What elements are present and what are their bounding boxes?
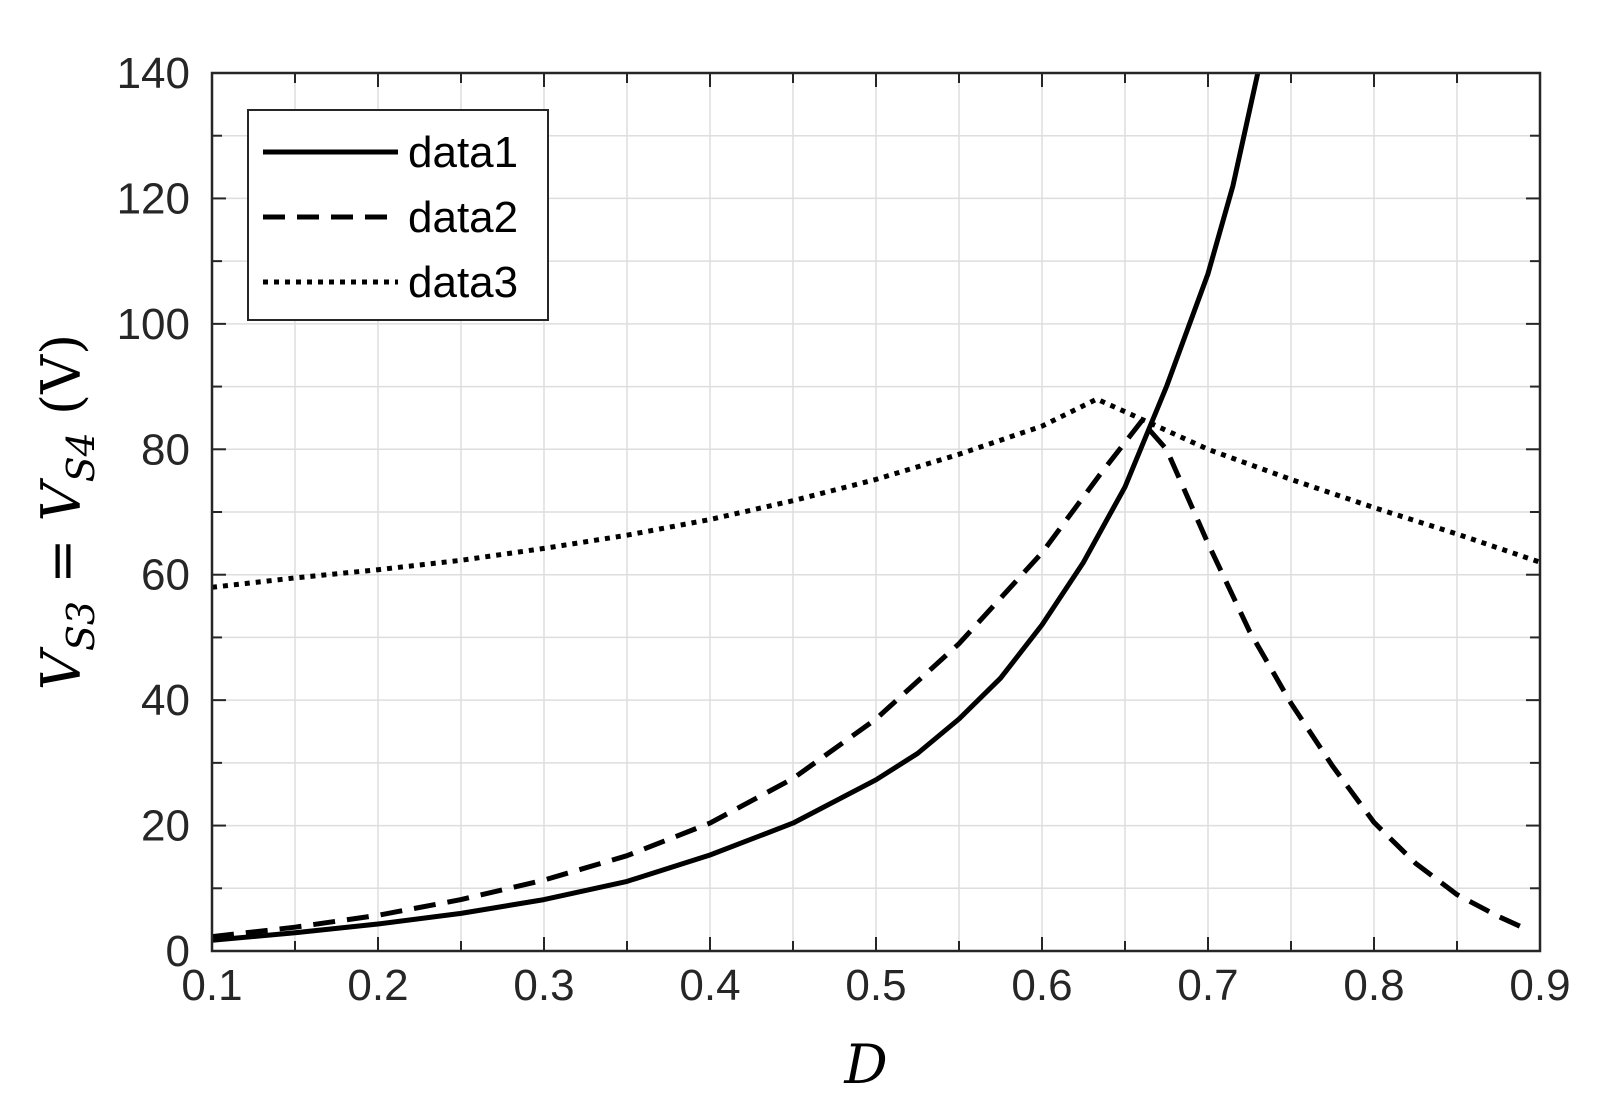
legend-label-data3: data3 [408, 258, 518, 307]
y-tick-label: 80 [141, 425, 190, 474]
legend: data1 data2 data3 [247, 109, 549, 321]
y-tick-label: 20 [141, 802, 190, 851]
series-line-data2 [212, 418, 1525, 940]
y-tick-label: 140 [117, 49, 190, 98]
x-tick-label: 0.8 [1343, 961, 1404, 1010]
series-line-data1 [212, 73, 1261, 943]
x-tick-label: 0.7 [1177, 961, 1238, 1010]
y-axis-title: VS3 = VS4 (V) [30, 334, 103, 690]
x-tick-label: 0.9 [1509, 961, 1570, 1010]
y-tick-label: 60 [141, 551, 190, 600]
x-axis-title: D [843, 1033, 887, 1096]
x-tick-labels: 0.1 0.2 0.3 0.4 0.5 0.6 0.7 0.8 0.9 [181, 961, 1570, 1010]
x-tick-label: 0.2 [347, 961, 408, 1010]
y-tick-label: 40 [141, 676, 190, 725]
y-tick-labels: 0 20 40 60 80 100 120 140 [117, 49, 190, 976]
y-tick-label: 0 [166, 927, 190, 976]
series-line-data3 [212, 396, 1540, 590]
x-tick-label: 0.6 [1011, 961, 1072, 1010]
series-lines [212, 73, 1540, 943]
x-tick-label: 0.5 [845, 961, 906, 1010]
y-tick-label: 120 [117, 174, 190, 223]
x-tick-label: 0.3 [513, 961, 574, 1010]
y-tick-label: 100 [117, 300, 190, 349]
legend-label-data1: data1 [408, 128, 518, 177]
x-tick-label: 0.4 [679, 961, 740, 1010]
legend-label-data2: data2 [408, 193, 518, 242]
x-tick-label: 0.1 [181, 961, 242, 1010]
plot-frame [210, 71, 1542, 953]
